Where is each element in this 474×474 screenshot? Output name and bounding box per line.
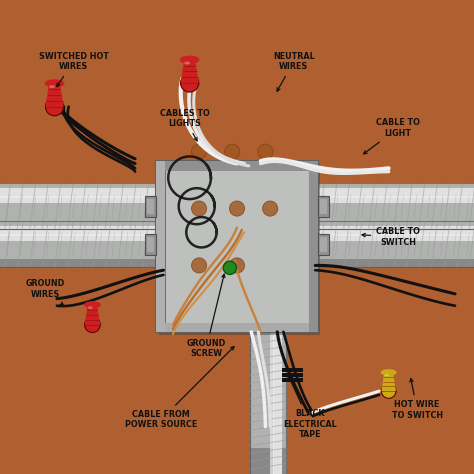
Ellipse shape xyxy=(381,369,397,376)
Bar xyxy=(159,164,320,335)
Text: GROUND
SCREW: GROUND SCREW xyxy=(187,274,226,358)
Circle shape xyxy=(229,201,245,216)
Bar xyxy=(270,332,274,474)
Text: GROUND
WIRES: GROUND WIRES xyxy=(26,280,64,305)
Text: SWITCHED HOT
WIRES: SWITCHED HOT WIRES xyxy=(38,52,109,87)
Polygon shape xyxy=(382,373,396,391)
Bar xyxy=(147,199,154,214)
Text: CABLES TO
LIGHTS: CABLES TO LIGHTS xyxy=(160,109,210,141)
Ellipse shape xyxy=(384,374,389,376)
Bar xyxy=(156,161,318,171)
Bar xyxy=(156,161,165,332)
Bar xyxy=(318,196,329,217)
Bar xyxy=(147,237,154,252)
Bar xyxy=(0,221,474,267)
Bar xyxy=(250,448,286,474)
Bar xyxy=(145,234,156,255)
Bar xyxy=(0,221,474,229)
Bar xyxy=(320,199,327,214)
Bar xyxy=(309,161,318,332)
Circle shape xyxy=(191,144,207,159)
Bar xyxy=(282,373,303,377)
Bar xyxy=(0,183,474,229)
Ellipse shape xyxy=(84,301,101,309)
Circle shape xyxy=(46,98,64,116)
Circle shape xyxy=(263,201,278,216)
Bar xyxy=(318,234,329,255)
Ellipse shape xyxy=(184,62,190,64)
Bar xyxy=(145,196,156,217)
Bar xyxy=(165,168,309,325)
Polygon shape xyxy=(181,60,199,83)
Circle shape xyxy=(84,317,100,333)
Circle shape xyxy=(181,74,199,92)
Bar xyxy=(0,196,474,203)
Circle shape xyxy=(258,144,273,159)
Text: NEUTRAL
WIRES: NEUTRAL WIRES xyxy=(273,52,315,91)
Text: CABLE TO
LIGHT: CABLE TO LIGHT xyxy=(364,118,420,154)
Text: CABLE FROM
POWER SOURCE: CABLE FROM POWER SOURCE xyxy=(125,346,234,429)
Bar xyxy=(0,188,474,198)
Circle shape xyxy=(229,258,245,273)
Bar xyxy=(282,368,303,372)
Circle shape xyxy=(382,384,396,398)
Ellipse shape xyxy=(0,224,474,227)
Polygon shape xyxy=(84,305,100,325)
Circle shape xyxy=(191,201,207,216)
Bar xyxy=(273,332,282,474)
Text: CABLE TO
SWITCH: CABLE TO SWITCH xyxy=(362,228,420,246)
Bar xyxy=(0,234,474,241)
Circle shape xyxy=(225,144,240,159)
Bar xyxy=(156,161,318,332)
Text: BLACK
ELECTRICAL
TAPE: BLACK ELECTRICAL TAPE xyxy=(283,376,337,439)
Ellipse shape xyxy=(88,306,93,309)
Circle shape xyxy=(223,261,237,274)
Bar xyxy=(156,323,318,332)
Ellipse shape xyxy=(180,55,200,64)
Circle shape xyxy=(191,258,207,273)
Bar xyxy=(282,378,303,382)
Text: HOT WIRE
TO SWITCH: HOT WIRE TO SWITCH xyxy=(392,379,443,419)
Bar xyxy=(0,259,474,267)
Ellipse shape xyxy=(0,262,474,265)
Polygon shape xyxy=(46,83,64,107)
Ellipse shape xyxy=(49,85,55,88)
Bar xyxy=(0,226,474,236)
Bar xyxy=(320,237,327,252)
Ellipse shape xyxy=(45,79,64,88)
Bar xyxy=(250,332,286,474)
